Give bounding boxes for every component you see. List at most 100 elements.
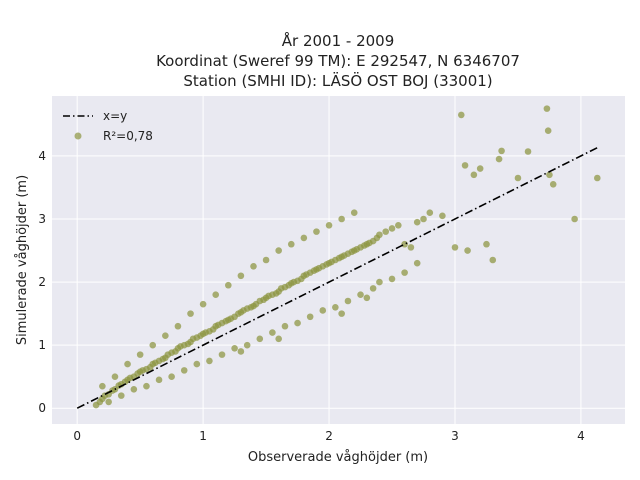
tick-labels: 0 1 2 3 4 0 1 2 3 4: [38, 149, 584, 443]
chart-title-line-3: Station (SMHI ID): LÄSÖ OST BOJ (33001): [183, 71, 492, 90]
data-point: [306, 313, 314, 321]
xy-reference-line: [76, 146, 598, 409]
data-point: [225, 281, 232, 289]
data-point: [237, 348, 245, 355]
data-point: [319, 307, 327, 314]
data-point: [382, 228, 390, 235]
data-point: [338, 310, 345, 317]
x-tick-label: 2: [325, 429, 333, 443]
chart-title-line-1: År 2001 - 2009: [282, 31, 395, 50]
x-tick-label: 4: [577, 429, 585, 443]
data-point: [275, 335, 282, 343]
data-point: [543, 105, 551, 112]
data-point: [130, 386, 138, 393]
data-point: [105, 398, 112, 406]
data-point: [476, 165, 484, 172]
data-point: [162, 332, 169, 339]
data-point: [187, 310, 194, 317]
data-point: [544, 127, 552, 134]
data-point: [143, 382, 150, 390]
data-point: [495, 155, 503, 163]
data-point: [514, 174, 522, 182]
data-point: [395, 222, 402, 229]
y-tick-label: 0: [38, 401, 46, 415]
data-point: [256, 335, 264, 343]
data-point: [549, 181, 557, 188]
data-point: [136, 351, 144, 358]
data-point: [388, 275, 396, 283]
data-point: [470, 171, 478, 179]
data-point: [413, 259, 421, 267]
legend-label-xy: x=y: [103, 109, 127, 123]
scatter-points: [92, 105, 601, 409]
data-point: [407, 244, 415, 251]
data-point: [237, 272, 245, 280]
data-point: [287, 240, 295, 248]
chart-title-line-2: Koordinat (Sweref 99 TM): E 292547, N 63…: [156, 52, 520, 70]
data-point: [483, 240, 490, 248]
y-tick-label: 1: [38, 338, 46, 352]
data-point: [149, 341, 157, 349]
data-point: [313, 228, 320, 235]
data-point: [357, 291, 364, 298]
data-point: [439, 212, 446, 220]
data-point: [262, 256, 270, 264]
data-point: [338, 215, 345, 223]
data-point: [218, 351, 226, 358]
y-axis-label: Simulerade våghöjder (m): [15, 175, 30, 345]
x-axis-label: Observerade våghöjder (m): [248, 450, 428, 465]
data-point: [413, 218, 421, 226]
data-point: [461, 162, 469, 169]
data-point: [99, 382, 106, 390]
y-tick-label: 3: [38, 212, 46, 226]
data-point: [571, 215, 578, 223]
data-point: [231, 345, 238, 352]
data-point: [457, 111, 465, 119]
data-point: [300, 234, 308, 242]
data-point: [489, 256, 497, 264]
data-point: [401, 240, 408, 248]
y-tick-label: 4: [38, 149, 46, 163]
data-point: [155, 376, 163, 384]
x-tick-label: 0: [73, 429, 81, 443]
data-point: [281, 322, 289, 330]
data-point: [174, 322, 182, 330]
data-point: [124, 360, 131, 368]
data-point: [325, 222, 333, 229]
data-point: [464, 247, 471, 254]
data-point: [524, 148, 532, 155]
data-point: [180, 367, 188, 374]
data-point: [199, 300, 207, 308]
data-point: [332, 304, 339, 311]
data-point: [401, 269, 408, 276]
data-point: [206, 357, 213, 365]
data-point: [212, 291, 220, 298]
data-point: [243, 341, 251, 349]
data-point: [376, 278, 383, 286]
data-point: [376, 231, 383, 239]
data-point: [269, 329, 276, 336]
data-point: [344, 297, 352, 305]
legend: x=y R²=0,78: [63, 109, 153, 143]
data-point: [111, 373, 119, 380]
data-point: [593, 174, 601, 182]
data-point: [275, 247, 282, 254]
legend-label-r2: R²=0,78: [103, 129, 153, 143]
data-point: [363, 294, 371, 302]
data-point: [294, 319, 301, 327]
data-point: [117, 392, 125, 399]
data-point: [168, 373, 175, 380]
legend-marker-swatch: [74, 132, 82, 140]
data-point: [498, 147, 505, 155]
xy-line-layer: [76, 146, 598, 409]
data-point: [420, 215, 427, 223]
data-point: [193, 360, 201, 368]
data-point: [350, 209, 358, 216]
x-tick-label: 1: [199, 429, 207, 443]
data-point: [250, 263, 257, 270]
y-tick-label: 2: [38, 275, 46, 289]
data-point: [369, 285, 377, 292]
data-point: [451, 244, 459, 251]
data-point: [388, 225, 396, 232]
